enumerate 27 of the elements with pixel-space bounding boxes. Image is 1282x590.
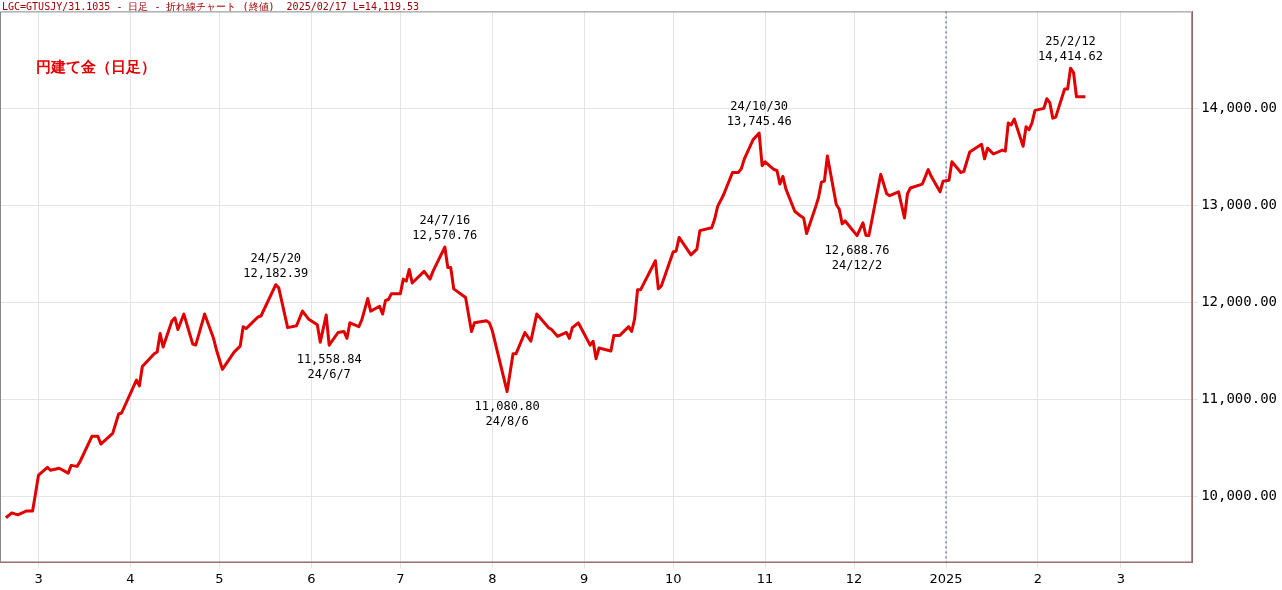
x-tick-label: 8 bbox=[488, 570, 497, 586]
text: 円建て金（日足） bbox=[36, 58, 156, 76]
x-tick-label: 7 bbox=[396, 570, 405, 586]
y-tick-label: 14,000.00 bbox=[1201, 99, 1277, 116]
annotation: 24/5/20 12,182.39 bbox=[243, 250, 309, 280]
x-tick-label: 5 bbox=[215, 570, 224, 586]
y-tick-label: 12,000.00 bbox=[1201, 293, 1277, 310]
x-tick-label: 2025 bbox=[929, 570, 963, 586]
x-tick-label: 10 bbox=[664, 570, 682, 586]
x-tick-label: 9 bbox=[580, 570, 589, 586]
annotation: 11,080.80 24/8/6 bbox=[474, 398, 540, 428]
y-tick-label: 11,000.00 bbox=[1201, 390, 1277, 407]
x-tick-label: 6 bbox=[307, 570, 316, 586]
x-tick-label: 3 bbox=[34, 570, 43, 586]
annotation: 24/10/30 13,745.46 bbox=[726, 99, 792, 129]
chart-subtitle: LGC=GTUSJY/31.1035 - 日足 - 折れ線チャート (終値) 2025/02/17 L=14,119.53 bbox=[2, 1, 420, 12]
annotation: 24/7/16 12,570.76 bbox=[412, 213, 478, 243]
annotation: 11,558.84 24/6/7 bbox=[296, 352, 362, 382]
x-tick-label: 4 bbox=[126, 570, 135, 586]
x-tick-label: 12 bbox=[845, 570, 863, 586]
annotation: 12,688.76 24/12/2 bbox=[824, 242, 890, 272]
x-tick-label: 3 bbox=[1116, 570, 1126, 586]
x-tick-label: 11 bbox=[756, 570, 774, 586]
y-tick-label: 10,000.00 bbox=[1201, 487, 1277, 504]
x-tick-label: 2 bbox=[1033, 570, 1043, 586]
annotation: 25/2/12 14,414.62 bbox=[1038, 34, 1104, 64]
y-tick-label: 13,000.00 bbox=[1201, 196, 1277, 213]
